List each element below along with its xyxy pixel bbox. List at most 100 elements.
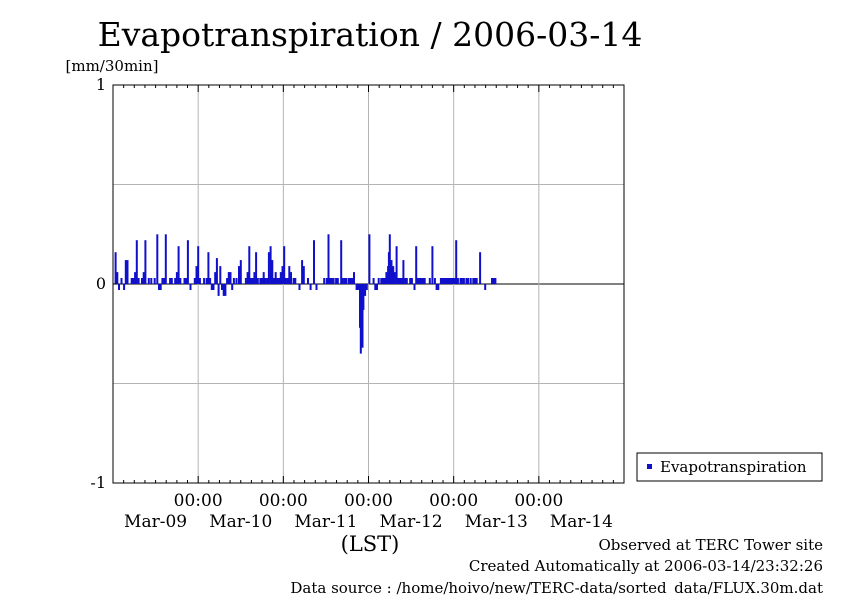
bar: [114, 252, 117, 284]
bar: [205, 278, 208, 284]
bar: [231, 284, 234, 290]
legend-swatch: [647, 464, 652, 469]
x-tick-time-label: 00:00: [174, 491, 223, 511]
bar: [174, 278, 177, 284]
bar: [142, 272, 145, 284]
bar: [229, 272, 232, 284]
bar: [405, 278, 408, 284]
y-tick-label: 1: [96, 75, 106, 94]
bar: [298, 284, 301, 290]
bar: [169, 278, 172, 284]
bar: [141, 278, 143, 284]
bar: [409, 278, 412, 284]
bar: [315, 284, 318, 290]
bar: [307, 278, 309, 284]
bar: [198, 278, 201, 284]
bar: [420, 278, 423, 284]
bar: [459, 278, 462, 284]
bar: [284, 278, 287, 284]
bar: [397, 278, 400, 284]
bar: [301, 260, 304, 284]
bar: [210, 284, 213, 290]
bar: [355, 284, 358, 290]
bar: [251, 278, 254, 284]
bar: [134, 272, 137, 284]
bar: [264, 278, 267, 284]
bar: [437, 284, 440, 290]
bar: [159, 284, 162, 290]
bar: [433, 278, 436, 284]
bar: [118, 284, 120, 290]
bar: [484, 284, 487, 290]
bar: [365, 284, 368, 290]
bar: [422, 278, 424, 284]
bar: [494, 278, 497, 284]
bar: [227, 272, 230, 284]
bar: [195, 266, 198, 284]
bar: [147, 278, 150, 284]
data-bars: [114, 234, 497, 354]
y-ticks: 1 0 -1: [90, 75, 624, 492]
bar: [443, 278, 446, 284]
bar: [472, 278, 475, 284]
bar: [475, 278, 478, 284]
bar: [235, 278, 238, 284]
bar: [248, 246, 251, 284]
bar: [290, 272, 292, 284]
bar: [441, 278, 444, 284]
bar: [461, 278, 464, 284]
bar: [385, 272, 388, 284]
bar: [400, 278, 403, 284]
x-tick-time-label: 00:00: [344, 491, 393, 511]
bar: [215, 258, 218, 284]
bar: [126, 260, 129, 284]
bar: [456, 278, 459, 284]
bar: [451, 278, 454, 284]
bar: [130, 278, 133, 284]
y-axis-unit-label: [mm/30min]: [66, 57, 159, 75]
bar: [423, 278, 426, 284]
bar: [455, 240, 458, 284]
x-day-label: Mar-12: [380, 512, 443, 532]
bar: [224, 284, 227, 296]
bar: [292, 278, 295, 284]
legend-label: Evapotranspiration: [660, 458, 807, 476]
bar: [221, 284, 223, 290]
bar: [492, 278, 495, 284]
bar: [158, 284, 160, 290]
bar: [189, 284, 192, 290]
bar: [335, 278, 338, 284]
bar: [467, 278, 470, 284]
bar: [450, 278, 453, 284]
x-tick-time-label: 00:00: [259, 491, 308, 511]
x-day-label: Mar-13: [465, 512, 528, 532]
bar: [393, 272, 396, 284]
bar: [250, 278, 252, 284]
bar: [186, 240, 189, 284]
bar: [193, 278, 196, 284]
bar: [374, 284, 377, 290]
bar: [183, 278, 186, 284]
bar: [364, 284, 367, 296]
bar: [336, 278, 339, 284]
bar: [392, 266, 395, 284]
data-source-text: Data source : /home/hoivo/new/TERC-data/…: [290, 579, 823, 595]
bar: [330, 278, 333, 284]
bar: [161, 278, 164, 284]
x-day-label: Mar-10: [209, 512, 272, 532]
bar: [462, 278, 465, 284]
bar: [232, 278, 235, 284]
bar: [238, 266, 240, 284]
bar: [368, 234, 371, 285]
bar: [179, 278, 182, 284]
bar: [325, 278, 328, 284]
x-tick-time-label: 00:00: [514, 491, 563, 511]
bar: [175, 272, 178, 284]
bar: [269, 246, 272, 284]
created-at-text: Created Automatically at 2006-03-14/23:3…: [469, 557, 823, 575]
bar: [435, 284, 438, 290]
bar: [276, 278, 279, 284]
bar: [239, 260, 242, 284]
bar: [309, 284, 312, 290]
